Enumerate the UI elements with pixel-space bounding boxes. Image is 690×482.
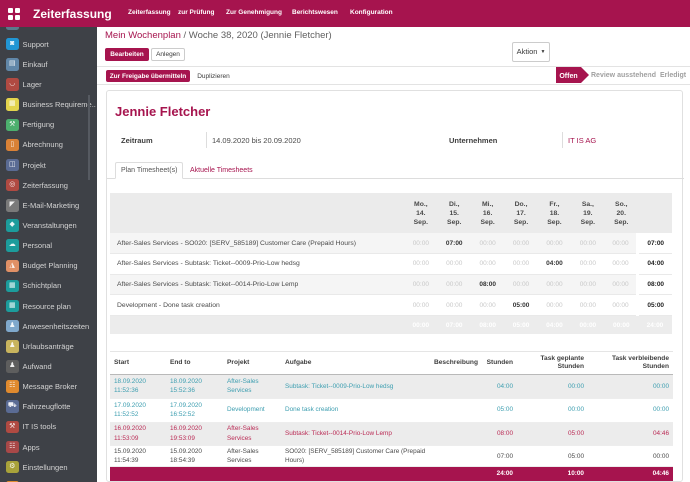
svg-text:Offen: Offen	[559, 73, 577, 80]
